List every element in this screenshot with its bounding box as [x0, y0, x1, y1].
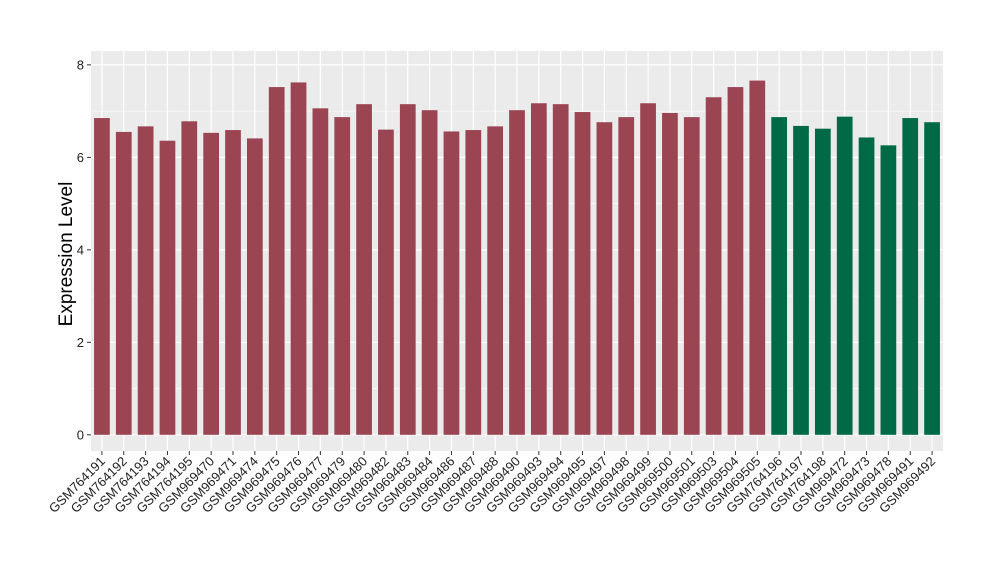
bar [399, 104, 416, 435]
bar [858, 137, 875, 435]
bar [487, 126, 504, 435]
bar [727, 87, 744, 435]
bar [334, 117, 351, 435]
y-axis: 0 2 4 6 8 [77, 57, 91, 442]
bar [159, 140, 176, 435]
bar [618, 117, 635, 435]
bar [268, 87, 285, 435]
bar [814, 128, 831, 435]
bar [94, 118, 110, 435]
bar [902, 118, 919, 435]
bar [880, 145, 897, 435]
bar [596, 122, 613, 435]
y-tick-label: 2 [77, 335, 84, 350]
bar [137, 126, 154, 435]
bar [443, 131, 460, 435]
bar [574, 112, 591, 435]
bar [771, 117, 788, 435]
bar [662, 112, 678, 435]
x-axis: GSM764191GSM764192GSM764193GSM764194GSM7… [46, 451, 938, 516]
bar [203, 132, 220, 435]
bar [378, 129, 394, 435]
bar [312, 108, 329, 435]
bar [705, 97, 722, 435]
bar [552, 104, 569, 435]
bar [530, 103, 547, 435]
bar [509, 110, 525, 435]
y-tick-label: 4 [77, 242, 84, 257]
y-tick-label: 6 [77, 150, 84, 165]
bar [246, 138, 263, 435]
bar [836, 116, 853, 435]
bar [683, 117, 700, 435]
bar [640, 103, 656, 435]
bar [356, 104, 372, 435]
bar [749, 80, 766, 435]
bar [421, 110, 438, 435]
y-axis-title: Expression Level [56, 182, 77, 327]
bar [181, 121, 198, 435]
bar [924, 122, 940, 435]
bar [225, 130, 241, 435]
bar [465, 130, 482, 435]
bar [793, 125, 809, 435]
y-tick-label: 8 [77, 57, 84, 72]
y-tick-label: 0 [77, 427, 84, 442]
bar [115, 131, 132, 435]
bars [94, 80, 940, 435]
bar [290, 82, 307, 435]
